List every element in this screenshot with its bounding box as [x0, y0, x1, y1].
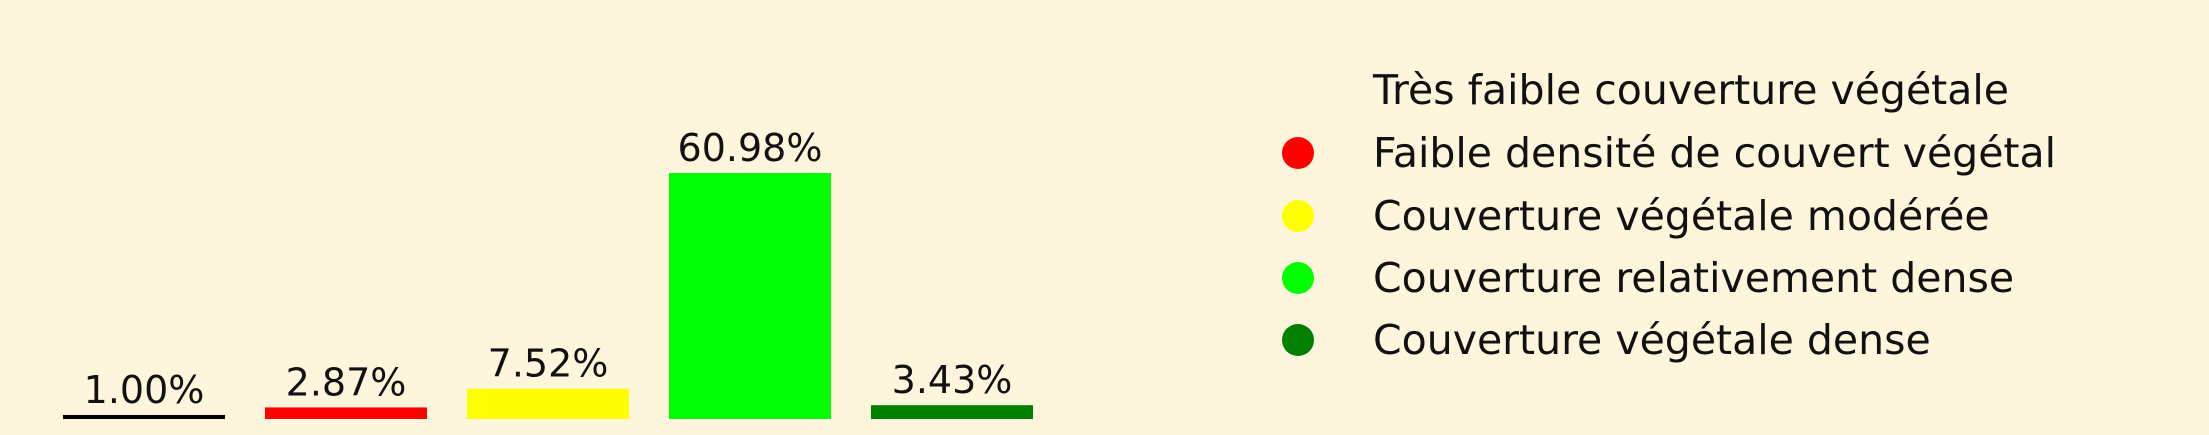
bars-group: 1.00% 2.87% 7.52% 60.98% 3.43% — [63, 126, 1033, 419]
bar-value-label: 3.43% — [892, 358, 1013, 402]
legend-item: Très faible couverture végétale — [1282, 66, 2009, 114]
legend-item: Couverture relativement dense — [1282, 254, 2014, 302]
bar — [467, 388, 629, 419]
bar-value-label: 7.52% — [488, 342, 609, 386]
legend: Très faible couverture végétale Faible d… — [1282, 66, 2056, 364]
legend-label: Couverture végétale dense — [1373, 316, 1931, 364]
legend-item: Couverture végétale dense — [1282, 316, 1931, 364]
legend-marker — [1282, 137, 1314, 169]
legend-label: Faible densité de couvert végétal — [1373, 129, 2056, 177]
bar-value-label: 1.00% — [84, 368, 205, 412]
bar — [265, 407, 427, 419]
bar — [871, 405, 1033, 419]
legend-item: Couverture végétale modérée — [1282, 192, 1990, 240]
bar — [63, 414, 225, 419]
legend-marker — [1282, 262, 1314, 294]
bar — [669, 173, 831, 419]
legend-marker — [1282, 74, 1314, 106]
legend-label: Très faible couverture végétale — [1372, 66, 2009, 114]
bar-value-label: 60.98% — [678, 126, 823, 170]
legend-marker — [1282, 200, 1314, 232]
bar-value-label: 2.87% — [286, 360, 407, 404]
legend-label: Couverture relativement dense — [1373, 254, 2014, 302]
legend-marker — [1282, 324, 1314, 356]
legend-item: Faible densité de couvert végétal — [1282, 129, 2056, 177]
legend-label: Couverture végétale modérée — [1373, 192, 1990, 240]
